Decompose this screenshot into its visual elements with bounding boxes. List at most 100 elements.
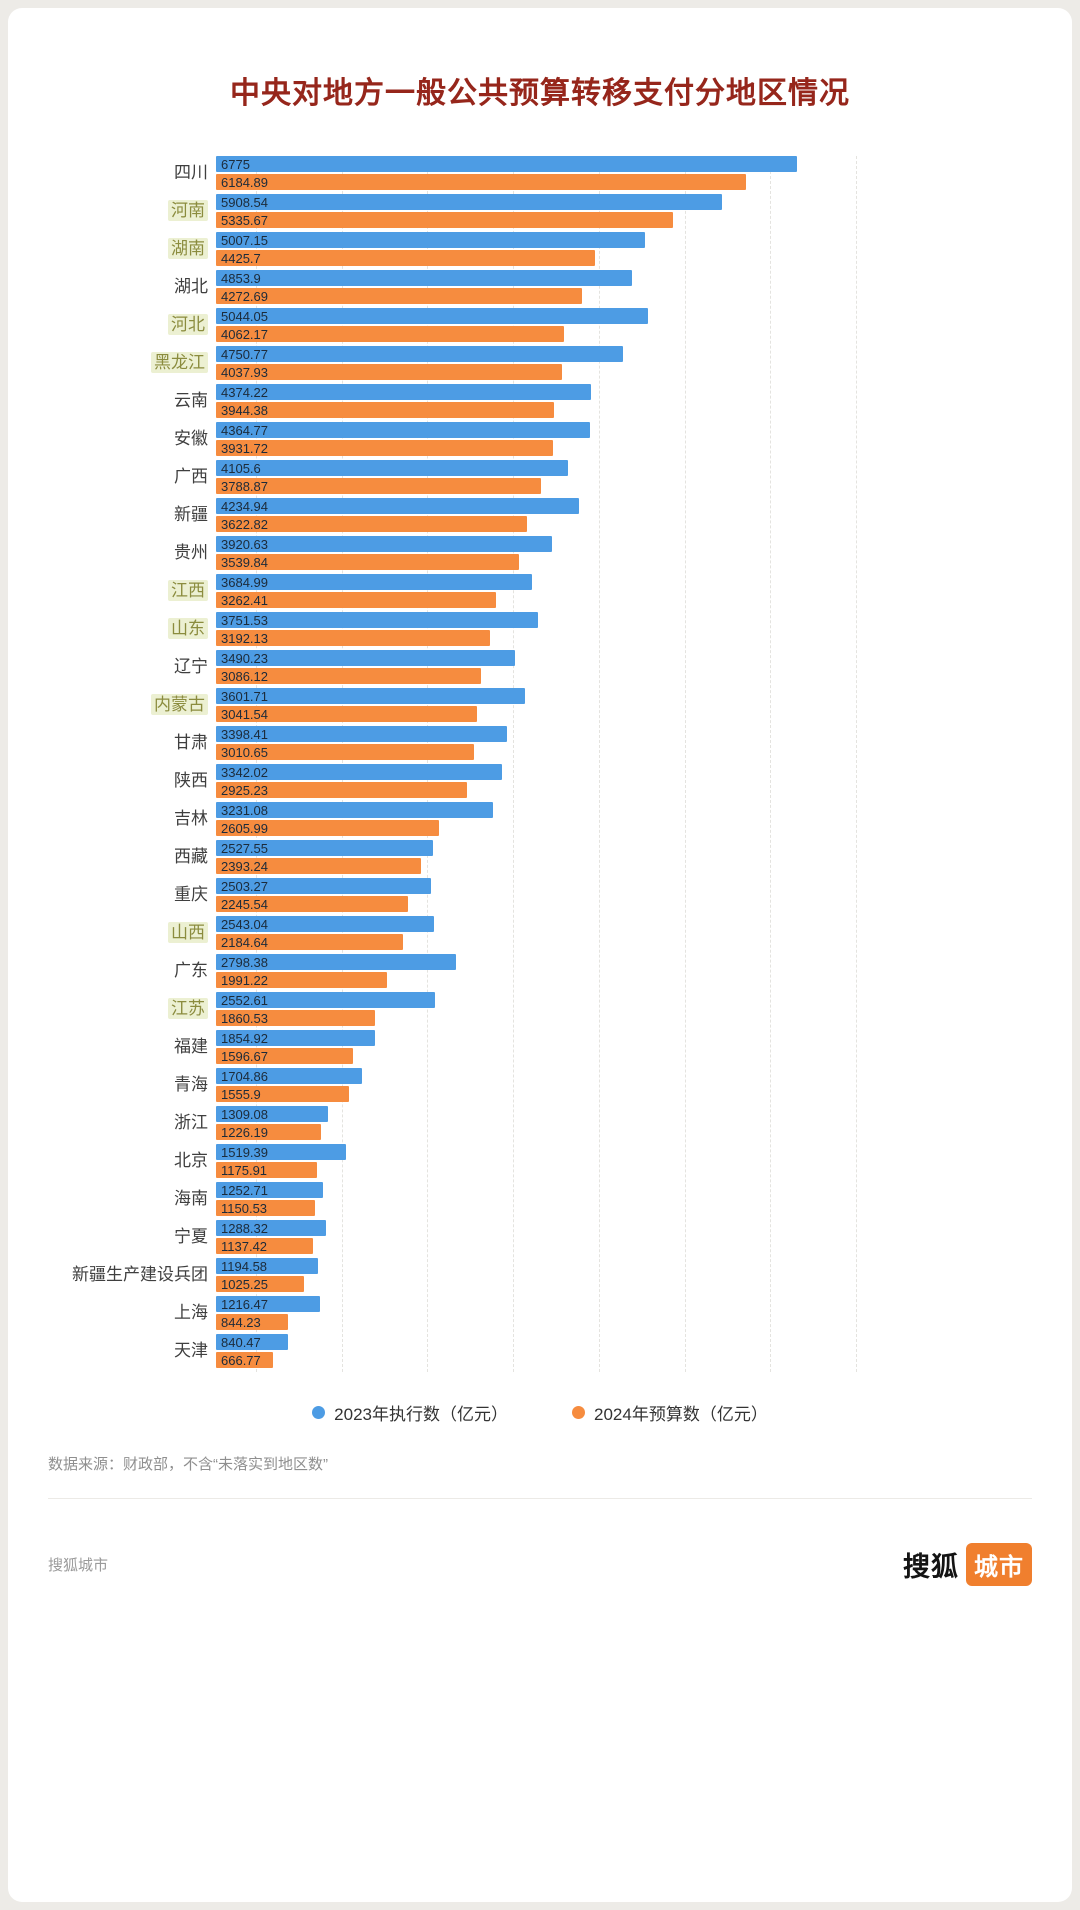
bar-pair: 1309.08 1226.19	[216, 1106, 816, 1140]
bar-2023: 2552.61	[216, 992, 435, 1008]
bar-pair: 840.47 666.77	[216, 1334, 816, 1368]
bar-pair: 3684.99 3262.41	[216, 574, 816, 608]
bar-2024: 5335.67	[216, 212, 674, 228]
bar-pair: 3398.41 3010.65	[216, 726, 816, 760]
chart-row: 山东 3751.53 3192.13	[48, 612, 1032, 646]
bar-pair: 1519.39 1175.91	[216, 1144, 816, 1178]
bar-2023: 1309.08	[216, 1106, 329, 1122]
region-label-text: 黑龙江	[151, 352, 208, 374]
region-label: 湖北	[48, 277, 216, 297]
bar-2023: 5007.15	[216, 232, 646, 248]
logo-text: 搜狐	[903, 1552, 959, 1582]
bar-2023: 3490.23	[216, 650, 516, 666]
bar-2024: 1991.22	[216, 972, 387, 988]
region-label: 天津	[48, 1341, 216, 1361]
bar-2024: 2184.64	[216, 934, 404, 950]
chart-row: 湖北 4853.9 4272.69	[48, 270, 1032, 304]
bar-value: 1555.9	[221, 1086, 261, 1102]
bar-2024: 2925.23	[216, 782, 467, 798]
bar-value: 3684.99	[221, 574, 268, 590]
bar-value: 1860.53	[221, 1010, 268, 1026]
bar-2024: 3041.54	[216, 706, 477, 722]
bar-value: 4853.9	[221, 270, 261, 286]
bar-pair: 2503.27 2245.54	[216, 878, 816, 912]
bar-chart: 四川 6775 6184.89 河南 5908.54 5335.67 湖南 5007.15 44…	[48, 156, 1032, 1372]
chart-legend: 2023年执行数（亿元） 2024年预算数（亿元）	[48, 1400, 1032, 1425]
bar-value: 1150.53	[221, 1200, 268, 1216]
bar-2023: 3601.71	[216, 688, 525, 704]
bar-2023: 4234.94	[216, 498, 579, 514]
chart-row: 安徽 4364.77 3931.72	[48, 422, 1032, 456]
legend-item-2024: 2024年预算数（亿元）	[572, 1400, 768, 1425]
bar-2023: 1704.86	[216, 1068, 363, 1084]
bar-2024: 3944.38	[216, 402, 555, 418]
bar-pair: 4105.6 3788.87	[216, 460, 816, 494]
bar-value: 1252.71	[221, 1182, 268, 1198]
region-label: 河北	[48, 314, 216, 336]
bar-pair: 3751.53 3192.13	[216, 612, 816, 646]
region-label-text: 福建	[174, 1037, 208, 1057]
bar-2024: 1596.67	[216, 1048, 353, 1064]
bar-pair: 1854.92 1596.67	[216, 1030, 816, 1064]
bar-2024: 1175.91	[216, 1162, 317, 1178]
bar-pair: 1216.47 844.23	[216, 1296, 816, 1330]
bar-2023: 4374.22	[216, 384, 591, 400]
bar-value: 3010.65	[221, 744, 268, 760]
bar-2024: 3192.13	[216, 630, 490, 646]
region-label-text: 重庆	[174, 885, 208, 905]
chart-row: 辽宁 3490.23 3086.12	[48, 650, 1032, 684]
bar-value: 3086.12	[221, 668, 268, 684]
region-label-text: 云南	[174, 391, 208, 411]
legend-dot-2024	[572, 1406, 585, 1419]
region-label: 新疆	[48, 505, 216, 525]
legend-dot-2023	[312, 1406, 326, 1419]
region-label-text: 吉林	[174, 809, 208, 829]
bar-2024: 3931.72	[216, 440, 553, 456]
region-label: 贵州	[48, 543, 216, 563]
bar-2023: 1288.32	[216, 1220, 327, 1236]
region-label-text: 广西	[174, 467, 208, 487]
chart-row: 上海 1216.47 844.23	[48, 1296, 1032, 1330]
bar-2024: 4037.93	[216, 364, 563, 380]
region-label-text: 上海	[174, 1303, 208, 1323]
region-label-text: 新疆	[174, 505, 208, 525]
region-label: 内蒙古	[48, 694, 216, 716]
bar-pair: 3920.63 3539.84	[216, 536, 816, 570]
chart-row: 新疆 4234.94 3622.82	[48, 498, 1032, 532]
bar-value: 3342.02	[221, 764, 268, 780]
bar-value: 3041.54	[221, 706, 268, 722]
bar-2023: 5044.05	[216, 308, 649, 324]
region-label-text: 广东	[174, 961, 208, 981]
bar-value: 2543.04	[221, 916, 268, 932]
divider	[48, 1498, 1032, 1499]
chart-row: 甘肃 3398.41 3010.65	[48, 726, 1032, 760]
bar-value: 4425.7	[221, 250, 261, 266]
bar-value: 1519.39	[221, 1144, 268, 1160]
region-label: 广东	[48, 961, 216, 981]
region-label-text: 海南	[174, 1189, 208, 1209]
bar-value: 3751.53	[221, 612, 268, 628]
bar-2024: 1150.53	[216, 1200, 315, 1216]
bar-value: 6184.89	[221, 174, 268, 190]
bar-2024: 4062.17	[216, 326, 565, 342]
bar-pair: 4364.77 3931.72	[216, 422, 816, 456]
bar-value: 3920.63	[221, 536, 268, 552]
bar-value: 3788.87	[221, 478, 268, 494]
region-label: 甘肃	[48, 733, 216, 753]
gridline	[513, 156, 515, 1372]
bar-2023: 1194.58	[216, 1258, 319, 1274]
bar-value: 3490.23	[221, 650, 268, 666]
region-label: 西藏	[48, 847, 216, 867]
region-label-text: 内蒙古	[151, 694, 208, 716]
bar-2024: 1025.25	[216, 1276, 304, 1292]
region-label: 山东	[48, 618, 216, 640]
chart-row: 江苏 2552.61 1860.53	[48, 992, 1032, 1026]
region-label-text: 湖南	[168, 238, 208, 260]
bar-2024: 2605.99	[216, 820, 440, 836]
bar-2023: 5908.54	[216, 194, 723, 210]
region-label: 山西	[48, 922, 216, 944]
bar-pair: 3601.71 3041.54	[216, 688, 816, 722]
chart-row: 西藏 2527.55 2393.24	[48, 840, 1032, 874]
bar-value: 3192.13	[221, 630, 268, 646]
